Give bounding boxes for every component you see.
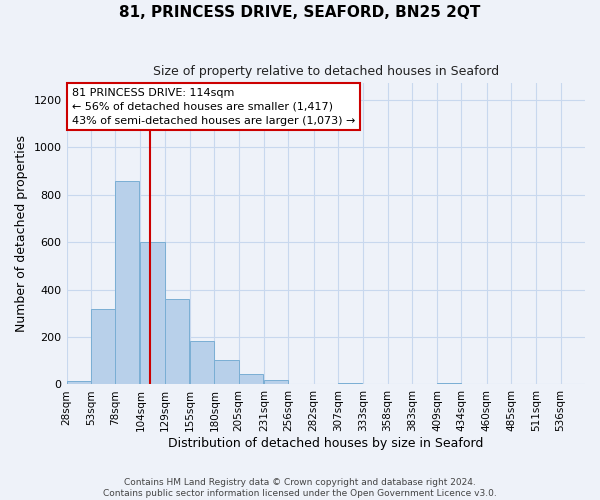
Text: Contains HM Land Registry data © Crown copyright and database right 2024.
Contai: Contains HM Land Registry data © Crown c… bbox=[103, 478, 497, 498]
Bar bbox=[190, 340, 214, 384]
Bar bbox=[214, 360, 239, 384]
Text: 81 PRINCESS DRIVE: 114sqm
← 56% of detached houses are smaller (1,417)
43% of se: 81 PRINCESS DRIVE: 114sqm ← 56% of detac… bbox=[72, 88, 355, 126]
Y-axis label: Number of detached properties: Number of detached properties bbox=[15, 136, 28, 332]
X-axis label: Distribution of detached houses by size in Seaford: Distribution of detached houses by size … bbox=[168, 437, 484, 450]
Bar bbox=[115, 180, 139, 384]
Title: Size of property relative to detached houses in Seaford: Size of property relative to detached ho… bbox=[153, 65, 499, 78]
Bar bbox=[140, 242, 165, 384]
Bar bbox=[91, 308, 115, 384]
Bar bbox=[264, 380, 289, 384]
Bar bbox=[239, 374, 263, 384]
Text: 81, PRINCESS DRIVE, SEAFORD, BN25 2QT: 81, PRINCESS DRIVE, SEAFORD, BN25 2QT bbox=[119, 5, 481, 20]
Bar bbox=[165, 299, 189, 384]
Bar bbox=[67, 381, 91, 384]
